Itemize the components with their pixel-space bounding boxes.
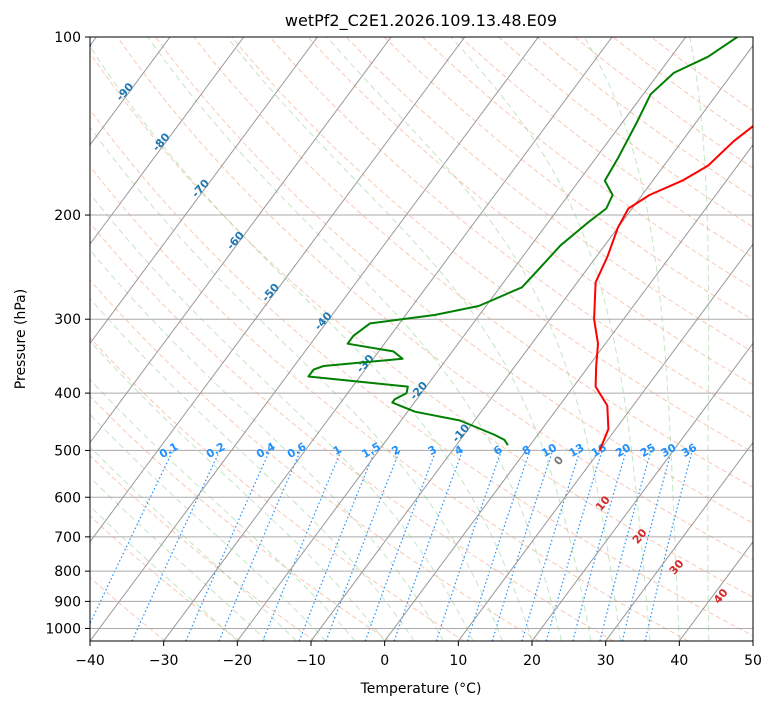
dry-adiabat-line [307, 37, 753, 386]
mixing-ratio-line [599, 450, 652, 641]
dry-adiabat-line [90, 52, 753, 598]
sounding-series [307, 37, 753, 451]
plot-frame [89, 36, 754, 642]
x-tick-label: −10 [296, 653, 326, 669]
moist-adiabat-line [90, 476, 268, 641]
x-tick-label: 50 [744, 653, 762, 669]
x-tick-label: −40 [75, 653, 105, 669]
mixing-ratio-line [435, 450, 503, 641]
x-tick-label: 40 [670, 653, 688, 669]
x-tick-label: −20 [223, 653, 253, 669]
y-axis-ticks: 1000 900 800 700 600 500 400 300 200 100 [45, 30, 90, 637]
y-tick-label: 400 [54, 386, 81, 402]
isotherm-line [384, 144, 753, 641]
isotherm-line [531, 342, 753, 641]
isotherm-line [605, 441, 753, 641]
chart-title: wetPf2_C2E1.2026.109.13.48.E09 [285, 11, 557, 31]
y-tick-label: 1000 [45, 621, 81, 637]
mixing-ratio-line [298, 450, 376, 641]
isotherm-line [236, 37, 687, 641]
moist-adiabat-line [450, 37, 651, 641]
dry-adiabat-line [90, 165, 689, 641]
isotherm-line [163, 37, 613, 641]
moist-adiabat-line [90, 297, 415, 641]
isotherm-line [90, 37, 392, 444]
isotherm-line [310, 44, 753, 641]
plot-area: 0.10.20.40.611.52346810131620253036-100-… [90, 37, 753, 641]
y-tick-label: 300 [54, 312, 81, 328]
dry-adiabat-line [383, 37, 753, 321]
y-tick-label: 100 [54, 30, 81, 46]
x-tick-label: 10 [449, 653, 467, 669]
mixing-ratio-line [572, 450, 627, 641]
y-tick-label: 500 [54, 443, 81, 459]
mixing-ratio-line [521, 450, 581, 641]
isotherm-line [457, 243, 753, 641]
x-axis-label: Temperature (°C) [360, 681, 482, 697]
y-tick-label: 600 [54, 490, 81, 506]
x-tick-label: −30 [149, 653, 179, 669]
isotherms [90, 37, 753, 641]
dry-adiabat-line [90, 222, 614, 641]
moist-adiabat-line [90, 340, 386, 641]
isotherm-line [90, 37, 466, 543]
moist-adiabat-line [90, 413, 327, 641]
mixing-ratio-line [325, 450, 401, 641]
temperature-profile-line [593, 124, 753, 451]
moist-adiabat-line [689, 37, 710, 641]
moist-adiabat-line [90, 45, 533, 641]
y-tick-label: 900 [54, 594, 81, 610]
dry-adiabat-line [90, 576, 166, 641]
mixing-ratio-line [621, 450, 673, 641]
mixing-ratio-line [218, 450, 302, 641]
mixing-ratio-line [491, 450, 554, 641]
isotherm-line [90, 37, 245, 245]
dry-adiabat-line [421, 37, 753, 289]
moist-adiabat-line [90, 505, 238, 641]
y-tick-label: 700 [54, 530, 81, 546]
y-tick-label: 800 [54, 564, 81, 580]
dry-adiabat-line [155, 37, 753, 524]
isotherm-line [90, 37, 171, 146]
mixing-ratio-line [466, 450, 531, 641]
isotherm-line [90, 37, 539, 641]
dewpoint-profile-line [307, 37, 738, 446]
mixing-ratio-line [364, 450, 437, 641]
x-tick-label: 20 [523, 653, 541, 669]
isotherm-line [90, 37, 318, 345]
moist-adiabat-line [90, 378, 356, 641]
y-tick-label: 200 [54, 208, 81, 224]
moist-adiabat-line [90, 446, 297, 641]
x-axis-ticks: −40 −30 −20 −10 0 10 20 30 40 50 [75, 641, 762, 669]
dry-adiabat-line [90, 395, 390, 641]
mixing-ratio-line [185, 450, 271, 641]
y-axis-label: Pressure (hPa) [13, 289, 29, 389]
dry-adiabat-line [269, 37, 753, 419]
moist-adiabat-line [147, 37, 562, 641]
dry-adiabat-line [193, 37, 753, 488]
dry-adiabat-line [90, 337, 465, 641]
moist-adiabat-line [90, 126, 503, 641]
moist-adiabat-line [583, 37, 680, 641]
mixing-ratio-line [545, 450, 603, 641]
dry-adiabat-line [90, 515, 241, 641]
x-tick-label: 0 [380, 653, 389, 669]
x-tick-label: 30 [597, 653, 615, 669]
mixing-ratio-line [262, 450, 342, 641]
moist-adiabat-line [226, 37, 592, 641]
